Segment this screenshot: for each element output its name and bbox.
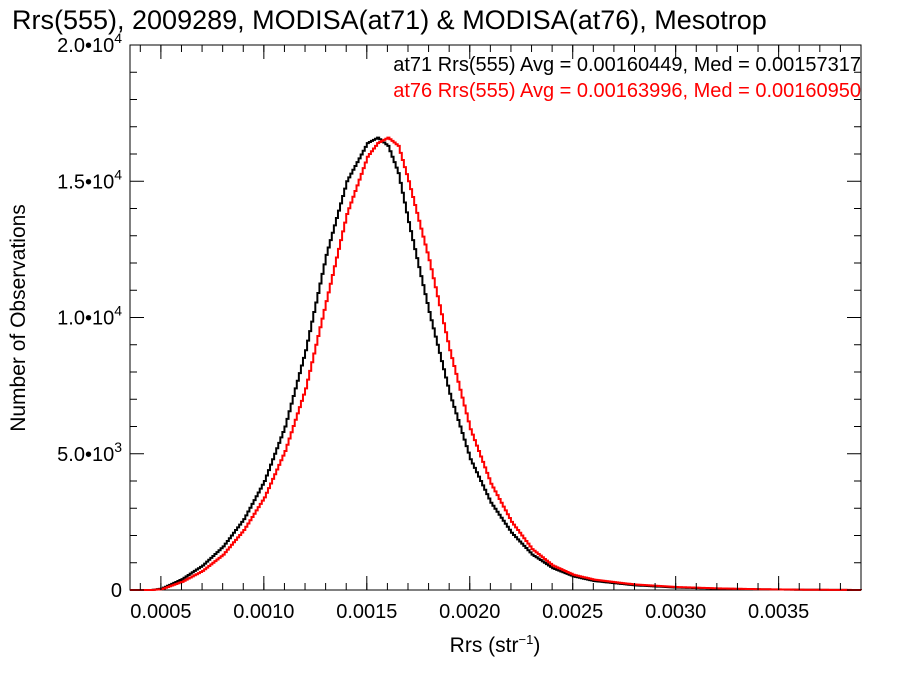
series-at71-line xyxy=(130,136,862,591)
legend-entry-at76: at76 Rrs(555) Avg = 0.00163996, Med = 0.… xyxy=(393,80,861,102)
x-tick-label: 0.0010 xyxy=(233,601,294,623)
series-layer xyxy=(130,136,862,591)
legend: at71 Rrs(555) Avg = 0.00160449, Med = 0.… xyxy=(393,54,861,102)
x-tick-label: 0.0005 xyxy=(130,601,191,623)
x-tick-label: 0.0025 xyxy=(542,601,603,623)
x-tick-label: 0.0020 xyxy=(439,601,500,623)
x-tick-label: 0.0015 xyxy=(336,601,397,623)
x-axis-ticks: 0.0005 0.0010 0.0015 0.0020 0.0025 0.0030 0.00… xyxy=(130,45,862,623)
y-axis-label: Number of Observations xyxy=(7,204,30,432)
y-tick-label: 1.5•104 xyxy=(57,166,122,193)
y-tick-label: 1.0•104 xyxy=(57,303,122,330)
legend-entry-at71: at71 Rrs(555) Avg = 0.00160449, Med = 0.… xyxy=(393,54,861,76)
y-axis-ticks: 0 5.0•103 1.0•104 1.5•104 2.0•104 xyxy=(57,30,861,602)
x-axis-label: Rrs (str−1) xyxy=(450,632,541,657)
chart-title: Rrs(555), 2009289, MODISA(at71) & MODISA… xyxy=(12,5,767,35)
x-tick-label: 0.0030 xyxy=(645,601,706,623)
x-tick-label: 0.0035 xyxy=(748,601,809,623)
y-tick-label: 2.0•104 xyxy=(57,30,122,57)
y-tick-label: 5.0•103 xyxy=(57,439,122,466)
chart-title-group: Rrs(555), 2009289, MODISA(at71) & MODISA… xyxy=(12,5,767,35)
series-at76-line xyxy=(130,136,862,591)
y-tick-label: 0 xyxy=(111,580,122,602)
